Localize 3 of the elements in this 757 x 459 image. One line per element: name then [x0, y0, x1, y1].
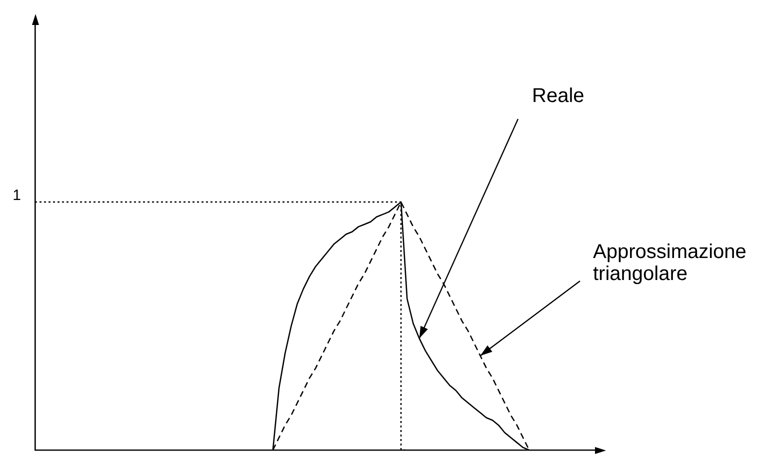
text: Reale [532, 85, 584, 107]
text: Approssimazione triangolare [593, 241, 746, 285]
text: 1 [12, 187, 21, 204]
